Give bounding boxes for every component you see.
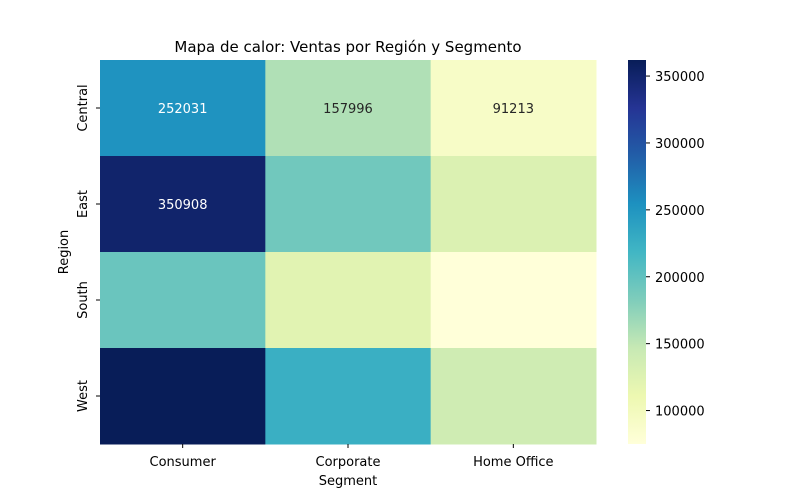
y-tick-label: South [76,281,91,319]
x-axis-label: Segment [319,474,378,489]
heatmap-cell [100,252,266,349]
cell-value-label: 91213 [493,102,534,117]
x-axis: Consumer Corporate Home Office [150,444,554,470]
colorbar-gradient [628,60,646,444]
heatmap-cells [100,60,597,445]
y-tick-label: Central [76,84,91,131]
colorbar-tick-label: 300000 [655,137,705,152]
heatmap-cell [430,348,597,445]
x-tick-label: Home Office [473,455,553,470]
heatmap-cell [430,156,597,253]
y-axis: Central East South West [76,84,100,412]
heatmap-cell [100,156,266,253]
y-tick-label: East [76,190,91,218]
heatmap-cell [100,60,266,157]
colorbar-tick-label: 250000 [655,204,705,219]
cell-value-label: 252031 [158,102,208,117]
chart-title: Mapa de calor: Ventas por Región y Segme… [174,38,521,56]
heatmap-cell [100,348,266,445]
heatmap-cell [430,60,597,157]
x-tick-label: Corporate [316,455,381,470]
colorbar-tick-label: 350000 [655,70,705,85]
colorbar-tick-label: 150000 [655,338,705,353]
heatmap-cell [265,252,432,349]
x-tick-label: Consumer [150,455,217,470]
cell-value-label: 350908 [158,198,208,213]
colorbar-tick-label: 200000 [655,271,705,286]
colorbar-tick-label: 100000 [655,405,705,420]
heatmap-cell [265,348,432,445]
heatmap-cell [265,156,432,253]
colorbar: 100000 150000 200000 250000 300000 350000 [628,60,705,444]
y-tick-label: West [76,380,91,412]
heatmap-cell [430,252,597,349]
cell-value-label: 157996 [323,102,373,117]
heatmap-cell [265,60,432,157]
y-axis-label: Region [57,230,72,275]
heatmap-cell-labels: 252031 157996 91213 350908 [158,102,534,213]
